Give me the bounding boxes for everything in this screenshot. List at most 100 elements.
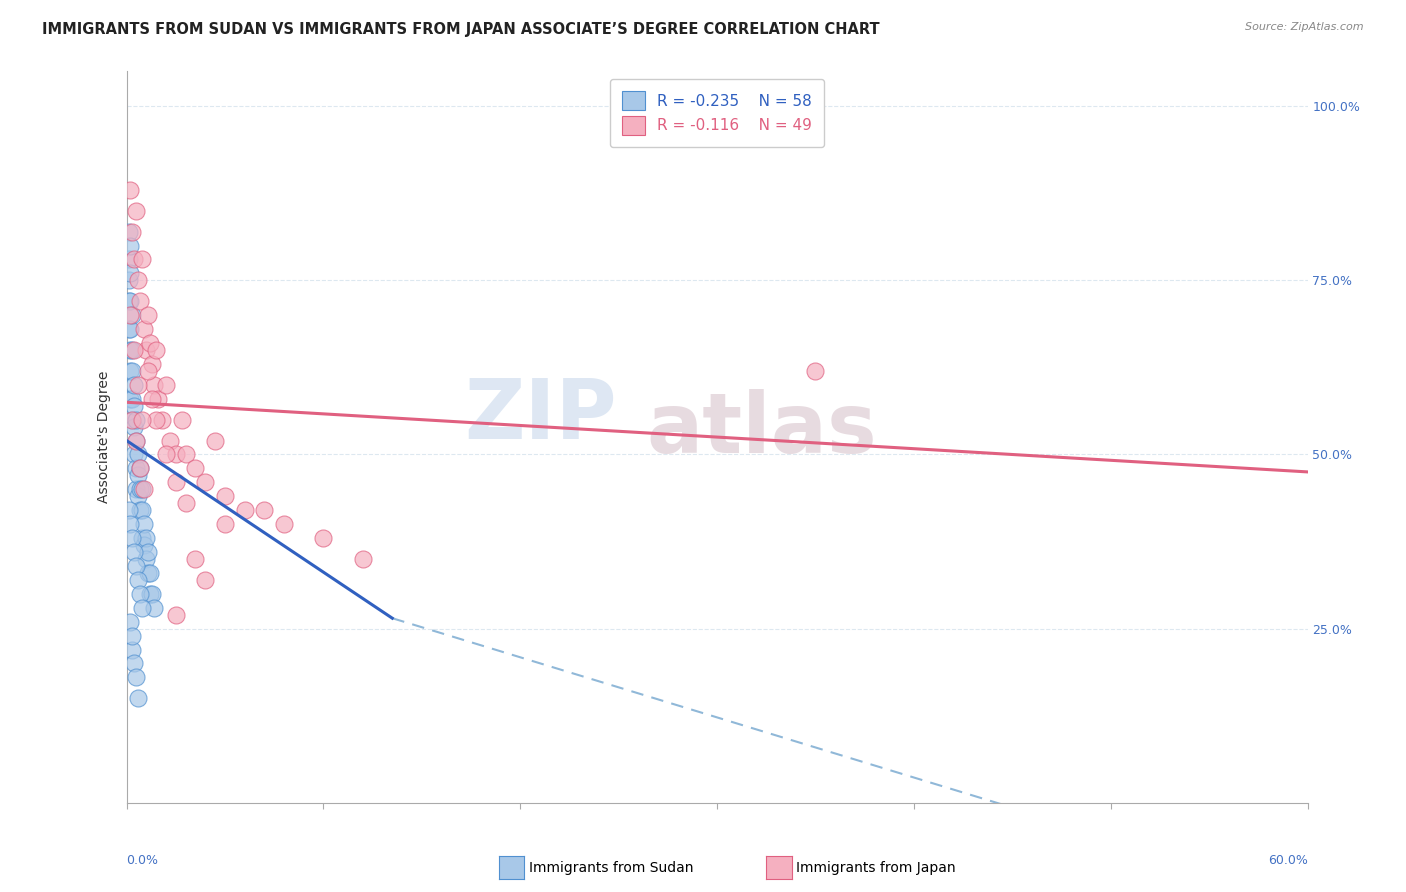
- Point: [124, 252, 146, 267]
- Point: [124, 377, 146, 392]
- Point: [121, 308, 143, 322]
- Point: [134, 538, 156, 552]
- Point: [273, 517, 295, 532]
- Point: [214, 517, 236, 532]
- Point: [120, 517, 142, 532]
- Point: [121, 629, 143, 643]
- Text: Source: ZipAtlas.com: Source: ZipAtlas.com: [1246, 22, 1364, 32]
- Point: [159, 434, 181, 448]
- Point: [129, 503, 152, 517]
- Point: [120, 615, 142, 629]
- Point: [141, 392, 163, 406]
- Point: [134, 322, 156, 336]
- Point: [139, 587, 162, 601]
- Point: [136, 545, 159, 559]
- Point: [124, 448, 146, 462]
- Point: [124, 545, 146, 559]
- Point: [139, 336, 162, 351]
- Point: [125, 483, 148, 497]
- Point: [141, 357, 163, 371]
- Point: [120, 364, 142, 378]
- Point: [150, 412, 173, 426]
- Point: [146, 392, 169, 406]
- Point: [135, 343, 157, 357]
- Point: [131, 483, 153, 497]
- Point: [121, 412, 143, 426]
- Point: [155, 448, 177, 462]
- Point: [204, 434, 226, 448]
- Point: [134, 517, 156, 532]
- Point: [120, 322, 142, 336]
- Point: [120, 392, 142, 406]
- Point: [131, 412, 153, 426]
- Point: [129, 461, 152, 475]
- Point: [117, 252, 139, 267]
- Point: [352, 552, 374, 566]
- Point: [135, 531, 157, 545]
- Point: [143, 377, 166, 392]
- Point: [121, 343, 143, 357]
- Point: [125, 203, 148, 218]
- Point: [170, 412, 193, 426]
- Point: [145, 412, 167, 426]
- Point: [312, 531, 335, 545]
- Point: [120, 238, 142, 252]
- Point: [120, 266, 142, 280]
- Y-axis label: Associate's Degree: Associate's Degree: [97, 371, 111, 503]
- Legend: R = -0.235    N = 58, R = -0.116    N = 49: R = -0.235 N = 58, R = -0.116 N = 49: [610, 79, 824, 147]
- Point: [127, 448, 149, 462]
- Point: [174, 496, 197, 510]
- Point: [174, 448, 197, 462]
- Point: [117, 294, 139, 309]
- Point: [143, 600, 166, 615]
- Text: Immigrants from Sudan: Immigrants from Sudan: [529, 861, 693, 875]
- Point: [184, 552, 207, 566]
- Point: [117, 503, 139, 517]
- Point: [120, 308, 142, 322]
- Point: [125, 434, 148, 448]
- Text: ZIP: ZIP: [464, 375, 617, 456]
- Point: [131, 531, 153, 545]
- Point: [129, 294, 152, 309]
- Point: [804, 364, 827, 378]
- Point: [127, 468, 149, 483]
- Point: [145, 343, 167, 357]
- Point: [136, 566, 159, 580]
- Point: [124, 399, 146, 413]
- Point: [125, 434, 148, 448]
- Point: [253, 503, 276, 517]
- Point: [117, 225, 139, 239]
- Point: [127, 273, 149, 287]
- Point: [124, 657, 146, 671]
- Point: [117, 273, 139, 287]
- Point: [131, 252, 153, 267]
- Point: [194, 573, 217, 587]
- Point: [121, 364, 143, 378]
- Point: [131, 503, 153, 517]
- Text: 60.0%: 60.0%: [1268, 854, 1308, 867]
- Point: [233, 503, 256, 517]
- Point: [134, 483, 156, 497]
- Point: [121, 392, 143, 406]
- Point: [127, 377, 149, 392]
- Point: [121, 531, 143, 545]
- Point: [120, 343, 142, 357]
- Point: [121, 642, 143, 657]
- Point: [124, 343, 146, 357]
- Point: [125, 670, 148, 684]
- Point: [141, 587, 163, 601]
- Point: [124, 419, 146, 434]
- Point: [127, 573, 149, 587]
- Point: [127, 489, 149, 503]
- Point: [135, 552, 157, 566]
- Point: [120, 294, 142, 309]
- Point: [165, 475, 187, 490]
- Text: atlas: atlas: [647, 389, 877, 470]
- Point: [139, 566, 162, 580]
- Point: [125, 461, 148, 475]
- Point: [129, 483, 152, 497]
- Point: [120, 183, 142, 197]
- Point: [127, 691, 149, 706]
- Point: [194, 475, 217, 490]
- Point: [121, 225, 143, 239]
